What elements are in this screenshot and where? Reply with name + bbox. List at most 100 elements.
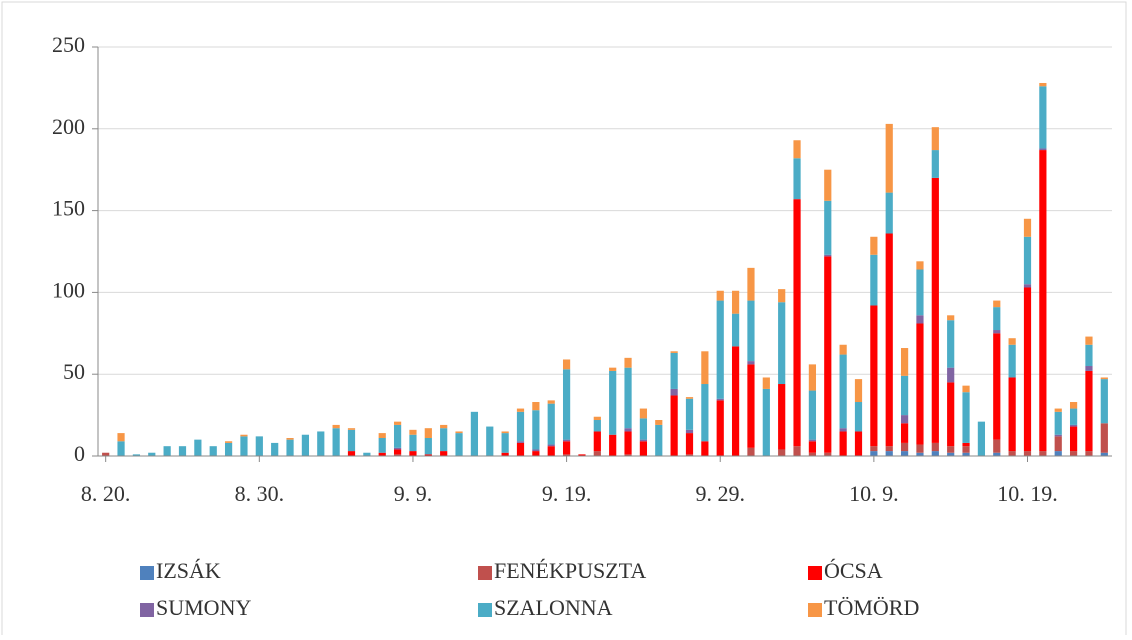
bar-segment	[317, 431, 325, 456]
bar-segment	[916, 444, 924, 453]
bar-segment	[532, 451, 540, 456]
bar-segment	[947, 446, 955, 453]
bar-segment	[393, 449, 402, 455]
bar-segment	[209, 446, 217, 456]
x-tick-label: 10. 9.	[849, 481, 899, 506]
bar-segment	[655, 420, 663, 425]
bar-segment	[470, 411, 479, 456]
bar-segment	[993, 300, 1001, 308]
bar-segment	[670, 388, 678, 396]
bar-segment	[762, 377, 770, 389]
bar-segment	[117, 441, 125, 456]
bar-segment	[624, 367, 632, 429]
bar-segment	[424, 428, 432, 439]
bar-segment	[347, 428, 356, 430]
bar-segment	[532, 402, 540, 411]
bar-segment	[916, 269, 924, 316]
bar-segment	[931, 150, 939, 178]
bar-segment	[931, 451, 939, 456]
legend-label: SUMONY	[156, 595, 251, 620]
bar-segment	[562, 441, 571, 455]
legend-swatch	[478, 566, 492, 580]
bar-segment	[931, 177, 939, 443]
bar-segment	[224, 441, 233, 443]
bar-segment	[870, 446, 878, 452]
bar-segment	[747, 364, 755, 448]
bar-segment	[870, 451, 878, 456]
bar-segment	[593, 431, 601, 452]
bar-segment	[747, 267, 755, 301]
bar-segment	[624, 428, 632, 432]
bar-segment	[194, 439, 202, 456]
bar-segment	[347, 451, 356, 456]
bar-segment	[854, 431, 863, 456]
bar-segment	[639, 441, 648, 456]
bar-segment	[824, 254, 832, 257]
bar-segment	[977, 421, 986, 456]
bar-segment	[102, 452, 110, 456]
legend-label: FENÉKPUSZTA	[494, 558, 646, 583]
bar-segment	[240, 434, 248, 437]
bar-segment	[962, 442, 970, 447]
bar-segment	[1023, 284, 1032, 288]
bar-segment	[424, 454, 432, 456]
bar-segment	[962, 392, 970, 443]
bar-segment	[255, 436, 263, 456]
x-tick-label: 8. 30.	[235, 481, 285, 506]
bar-segment	[900, 348, 909, 376]
bar-segment	[962, 385, 970, 393]
bar-segment	[870, 254, 878, 306]
bar-segment	[424, 438, 432, 455]
bar-segment	[1008, 451, 1016, 456]
bar-segment	[163, 446, 171, 456]
bar-segment	[1085, 344, 1093, 367]
bar-segment	[747, 300, 755, 362]
bar-segment	[1023, 236, 1032, 285]
bar-segment	[409, 451, 417, 456]
y-tick-label: 0	[74, 441, 85, 466]
bar-segment	[854, 402, 863, 432]
bar-segment	[1100, 379, 1108, 424]
bar-segment	[1039, 150, 1047, 452]
bar-segment	[808, 390, 817, 440]
bar-segment	[1069, 408, 1078, 425]
bar-segment	[808, 364, 817, 391]
bar-segment	[993, 452, 1001, 456]
bar-segment	[900, 442, 909, 452]
bar-segment	[808, 441, 817, 453]
bar-segment	[332, 424, 340, 429]
bar-segment	[1100, 423, 1108, 453]
bar-segment	[593, 451, 601, 456]
bar-segment	[808, 452, 817, 456]
bar-segment	[1023, 451, 1032, 456]
bar-segment	[593, 420, 601, 432]
bar-segment	[747, 361, 755, 365]
bar-segment	[286, 439, 294, 456]
bar-segment	[393, 447, 402, 450]
bar-segment	[685, 429, 694, 434]
bar-segment	[1069, 424, 1078, 427]
legend-swatch	[808, 603, 822, 617]
bar-segment	[1054, 408, 1062, 412]
bar-segment	[547, 400, 555, 404]
bar-segment	[839, 428, 847, 432]
bar-segment	[624, 357, 632, 368]
bar-segment	[1085, 370, 1093, 452]
bar-segment	[1100, 377, 1108, 380]
bar-segment	[701, 384, 709, 442]
bar-segment	[639, 418, 648, 440]
y-tick-label: 50	[63, 359, 85, 384]
bar-segment	[148, 452, 156, 456]
bar-segment	[824, 200, 832, 255]
bar-segment	[1100, 452, 1108, 456]
bar-segment	[516, 442, 525, 456]
bar-segment	[900, 375, 909, 416]
bar-segment	[224, 442, 233, 456]
bar-segment	[532, 449, 540, 452]
bar-segment	[1054, 434, 1062, 437]
bar-segment	[609, 370, 617, 435]
bar-segment	[916, 261, 924, 270]
bar-segment	[747, 447, 755, 456]
